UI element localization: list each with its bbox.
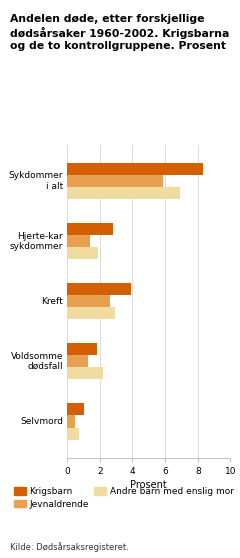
Bar	[67, 223, 113, 235]
Legend: Krigsbarn, Jevnaldrende, Andre barn med enslig mor: Krigsbarn, Jevnaldrende, Andre barn med …	[14, 487, 234, 509]
Bar	[67, 403, 84, 416]
Bar	[67, 247, 98, 259]
X-axis label: Prosent: Prosent	[130, 480, 167, 490]
Bar	[67, 235, 90, 247]
Bar	[67, 343, 96, 355]
Bar	[67, 283, 131, 295]
Bar	[67, 416, 75, 427]
Bar	[67, 307, 114, 319]
Bar	[67, 295, 110, 307]
Bar	[67, 355, 88, 367]
Bar	[67, 367, 103, 379]
Bar	[67, 187, 180, 199]
Bar	[67, 427, 79, 440]
Text: Kilde: Dødsårsaksregisteret.: Kilde: Dødsårsaksregisteret.	[10, 542, 128, 552]
Bar	[67, 175, 163, 187]
Text: Andelen døde, etter forskjellige
dødsårsaker 1960-2002. Krigsbarna
og de to kont: Andelen døde, etter forskjellige dødsårs…	[10, 14, 229, 51]
Bar	[67, 163, 203, 175]
